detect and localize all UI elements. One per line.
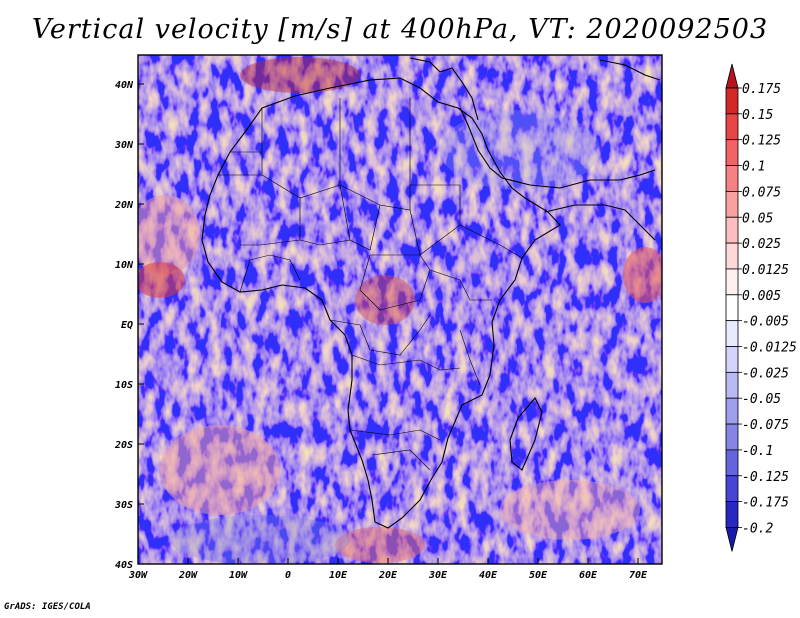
colorbar-label: -0.025 xyxy=(742,366,789,381)
colorbar-swatch xyxy=(725,242,739,270)
lon-label: 10W xyxy=(229,570,248,581)
colorbar-swatch xyxy=(725,190,739,218)
lat-label: EQ xyxy=(121,320,133,331)
lon-labels: 30W 20W 10W 0 10E 20E 30E 40E 50E 60E 70… xyxy=(128,570,648,581)
colorbar-label: 0.05 xyxy=(742,211,773,226)
colorbar-swatch xyxy=(725,165,739,192)
velocity-field xyxy=(138,55,662,564)
lat-label: 20S xyxy=(114,440,133,451)
colorbar-label: 0.125 xyxy=(742,134,781,149)
lon-label: 0 xyxy=(285,570,291,581)
colorbar-swatch xyxy=(725,320,739,347)
lat-label: 30N xyxy=(114,140,134,151)
colorbar-swatch xyxy=(725,294,739,322)
lat-label: 40S xyxy=(115,560,133,571)
colorbar-label: 0.175 xyxy=(742,82,781,97)
lat-label: 30S xyxy=(114,500,133,511)
colorbar-swatch xyxy=(725,501,739,528)
colorbar-swatch xyxy=(725,423,739,451)
colorbar-label: 0.0125 xyxy=(742,263,789,278)
colorbar-label: 0.005 xyxy=(742,289,781,304)
colorbar-swatch xyxy=(725,371,739,399)
colorbar: 0.175 0.15 0.125 0.1 0.075 0.05 0.025 0.0125 0.0… xyxy=(725,63,797,552)
lon-label: 60E xyxy=(579,570,598,581)
credit-label: GrADS: IGES/COLA xyxy=(4,602,91,612)
colorbar-label: 0.1 xyxy=(742,160,765,175)
colorbar-label: -0.005 xyxy=(742,315,789,330)
colorbar-swatch xyxy=(725,87,739,115)
lat-labels: 40N 30N 20N 10N EQ 10S 20S 30S 40S xyxy=(114,80,134,571)
colorbar-label: 0.15 xyxy=(742,108,773,123)
colorbar-swatch xyxy=(725,449,739,477)
colorbar-swatch xyxy=(725,268,739,296)
coastlines-borders xyxy=(201,57,661,529)
lon-label: 40E xyxy=(479,570,498,581)
lat-label: 40N xyxy=(115,80,134,91)
colorbar-label: -0.0125 xyxy=(742,341,797,356)
country-borders xyxy=(218,98,523,471)
lon-label: 30W xyxy=(128,570,148,581)
colorbar-label: -0.125 xyxy=(742,470,789,485)
colorbar-swatch xyxy=(725,397,739,425)
lat-label: 10N xyxy=(115,260,134,271)
colorbar-swatch xyxy=(725,475,739,503)
lon-label: 20W xyxy=(178,570,198,581)
colorbar-swatch xyxy=(725,216,739,244)
colorbar-swatch xyxy=(725,346,739,373)
colorbar-label: -0.175 xyxy=(742,496,789,511)
lon-label: 70E xyxy=(629,570,648,581)
map-title: Vertical velocity [m/s] at 400hPa, VT: 2… xyxy=(31,14,769,45)
map-panel: 40N 30N 20N 10N EQ 10S 20S 30S 40S 30W 2… xyxy=(114,54,797,581)
colorbar-label: -0.05 xyxy=(742,392,781,407)
colorbar-label: -0.2 xyxy=(742,521,773,536)
lat-label: 10S xyxy=(115,380,133,391)
lon-label: 30E xyxy=(428,570,448,581)
lon-label: 20E xyxy=(378,570,398,581)
colorbar-arrow-bottom xyxy=(725,527,739,552)
colorbar-label: 0.075 xyxy=(742,185,781,200)
colorbar-label: -0.075 xyxy=(742,418,789,433)
lon-label: 10E xyxy=(329,570,348,581)
colorbar-label: -0.1 xyxy=(742,444,773,459)
map-frame xyxy=(137,54,663,565)
lat-label: 20N xyxy=(114,200,134,211)
colorbar-arrow-top xyxy=(725,63,739,89)
colorbar-label: 0.025 xyxy=(742,237,781,252)
colorbar-swatch xyxy=(725,113,739,141)
colorbar-swatch xyxy=(725,139,739,166)
lon-label: 50E xyxy=(529,570,548,581)
